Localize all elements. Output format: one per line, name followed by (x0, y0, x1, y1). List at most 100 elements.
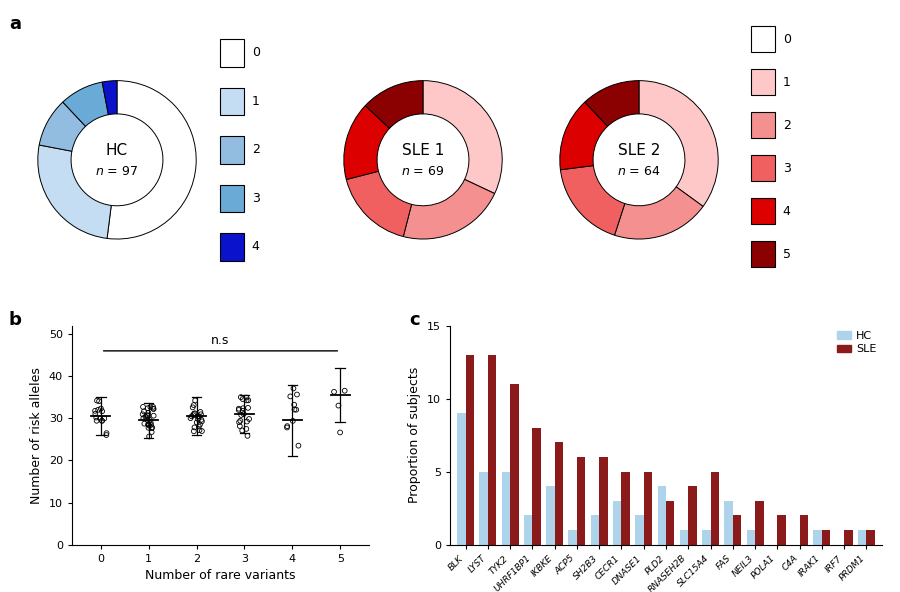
Text: $n$ = 69: $n$ = 69 (401, 165, 445, 178)
Point (89, 413, 104, 422)
Point (191, 411, 205, 421)
Point (144, 420, 158, 430)
Point (94, 416, 109, 426)
Point (192, 412, 206, 422)
Text: 2: 2 (252, 143, 259, 156)
Bar (666, 501, 674, 545)
Point (89, 416, 104, 426)
Point (194, 407, 208, 417)
Text: 4: 4 (252, 240, 259, 253)
Wedge shape (63, 82, 108, 126)
Point (280, 422, 294, 431)
Bar (533, 428, 541, 545)
Point (233, 416, 248, 426)
Text: SLE 1: SLE 1 (401, 143, 445, 158)
Text: 4: 4 (783, 205, 790, 218)
Bar (724, 501, 733, 545)
Bar (554, 442, 563, 545)
Point (141, 420, 156, 429)
Wedge shape (344, 105, 390, 179)
Point (144, 423, 158, 433)
Point (287, 400, 302, 410)
Point (187, 409, 202, 419)
Point (140, 420, 155, 429)
Wedge shape (40, 102, 86, 151)
Point (94, 407, 109, 416)
Wedge shape (615, 187, 703, 239)
Point (241, 395, 256, 405)
Text: 1: 1 (252, 95, 259, 108)
Bar (658, 486, 666, 545)
Wedge shape (585, 81, 639, 126)
Point (140, 416, 155, 425)
Bar (569, 530, 577, 545)
Point (147, 404, 161, 414)
Point (191, 414, 205, 424)
Bar (858, 530, 867, 545)
Point (143, 403, 157, 412)
Bar (635, 516, 644, 545)
Bar (220, 233, 245, 260)
Point (236, 404, 250, 413)
Wedge shape (107, 81, 196, 239)
Bar (751, 112, 775, 139)
Point (186, 426, 201, 436)
Point (239, 417, 254, 426)
Text: n.s: n.s (212, 334, 230, 347)
Y-axis label: Number of risk alleles: Number of risk alleles (31, 366, 43, 504)
Bar (501, 472, 510, 545)
Point (285, 416, 300, 426)
Point (140, 414, 154, 423)
Text: 0: 0 (252, 46, 259, 59)
Point (99, 430, 113, 440)
Bar (644, 472, 652, 545)
Y-axis label: Proportion of subjects: Proportion of subjects (409, 367, 421, 503)
Wedge shape (423, 81, 502, 194)
Bar (710, 472, 719, 545)
Bar (814, 530, 822, 545)
Point (136, 402, 150, 411)
Point (141, 408, 156, 418)
Point (136, 410, 150, 419)
Bar (546, 486, 554, 545)
Point (235, 426, 249, 435)
Point (145, 423, 159, 432)
Bar (590, 516, 599, 545)
Text: a: a (9, 15, 21, 33)
Point (234, 410, 248, 420)
Point (327, 387, 341, 397)
Text: HC: HC (106, 143, 128, 158)
Wedge shape (403, 179, 495, 239)
Point (280, 423, 294, 432)
Point (184, 411, 199, 421)
Bar (844, 530, 852, 545)
Point (231, 404, 246, 413)
Point (99, 429, 113, 438)
Text: $n$ = 64: $n$ = 64 (617, 165, 661, 178)
Bar (680, 530, 688, 545)
Bar (755, 501, 763, 545)
Point (145, 427, 159, 437)
Point (231, 406, 246, 415)
Point (232, 422, 247, 431)
Bar (751, 241, 775, 267)
Bar (751, 155, 775, 181)
Point (137, 407, 151, 416)
Point (137, 419, 151, 429)
Point (146, 404, 160, 413)
Point (190, 418, 204, 427)
Bar (613, 501, 622, 545)
Bar (220, 88, 245, 115)
Point (141, 423, 156, 433)
Point (188, 395, 202, 405)
Bar (778, 516, 786, 545)
Point (97, 414, 112, 423)
Bar (702, 530, 710, 545)
Bar (867, 530, 875, 545)
Point (333, 427, 347, 437)
Point (186, 400, 201, 410)
Point (192, 422, 206, 431)
Bar (220, 39, 245, 66)
Point (237, 409, 251, 419)
Bar (524, 516, 533, 545)
